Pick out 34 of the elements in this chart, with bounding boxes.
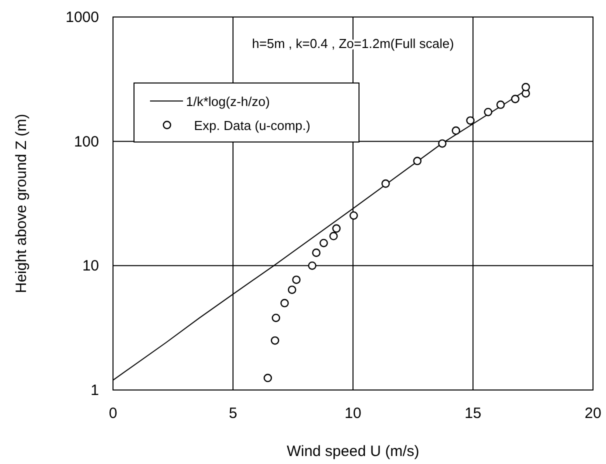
point — [484, 108, 492, 116]
x-tick-label: 5 — [228, 405, 238, 422]
point — [264, 374, 272, 382]
point — [312, 248, 320, 257]
point — [270, 336, 280, 345]
y-axis-title: Height above ground Z (m) — [13, 114, 30, 294]
point — [496, 100, 505, 109]
x-tick-label: 15 — [464, 405, 482, 422]
y-tick-label: 1000 — [66, 9, 99, 26]
point — [288, 286, 296, 294]
point — [292, 276, 301, 284]
x-tick-label: 20 — [584, 405, 602, 422]
point — [320, 238, 328, 248]
y-tick-label: 10 — [82, 258, 99, 275]
point — [522, 82, 530, 92]
point — [280, 298, 289, 308]
x-tick-label: 0 — [108, 405, 118, 422]
y-tick-label: 100 — [74, 133, 99, 150]
point — [332, 224, 341, 233]
point — [452, 126, 460, 135]
point — [308, 261, 316, 270]
point — [511, 94, 520, 104]
legend-label: Exp. Data (u-comp.) — [194, 118, 310, 133]
x-axis-title: Wind speed U (m/s) — [286, 443, 420, 460]
y-tick-label: 1 — [90, 382, 99, 399]
point — [272, 314, 280, 322]
point — [381, 179, 390, 188]
point — [413, 156, 422, 166]
point — [329, 232, 338, 240]
point — [438, 139, 446, 148]
point — [466, 116, 475, 125]
point — [350, 211, 358, 220]
legend-label: 1/k*log(z-h/zo) — [186, 94, 270, 109]
x-tick-label: 10 — [344, 405, 362, 422]
